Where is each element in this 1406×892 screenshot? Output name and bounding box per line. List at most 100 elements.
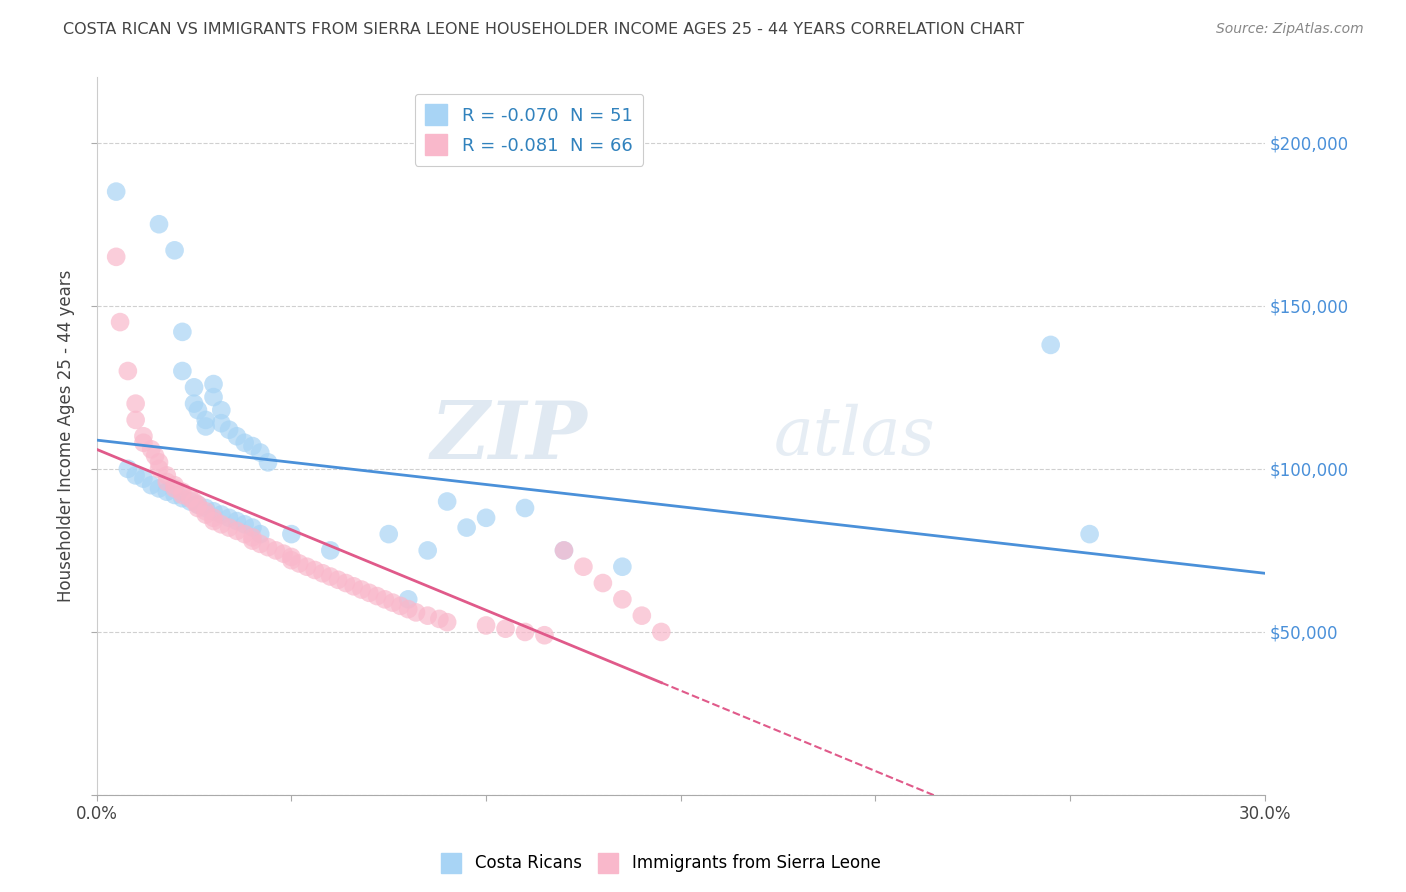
Point (396, 602, 419, 616)
Point (553, 543, 575, 558)
Point (187, 498, 209, 512)
Point (427, 612, 450, 626)
Point (513, 501, 536, 516)
Point (202, 377, 225, 392)
Point (202, 390, 225, 404)
Point (436, 494, 458, 508)
Point (124, 413, 146, 427)
Point (183, 494, 205, 508)
Legend: R = -0.070  N = 51, R = -0.081  N = 66: R = -0.070 N = 51, R = -0.081 N = 66 (415, 94, 643, 166)
Point (183, 397, 205, 411)
Point (209, 517, 232, 532)
Text: ZIP: ZIP (430, 398, 588, 475)
Point (225, 514, 247, 528)
Point (132, 435, 155, 450)
Legend: Costa Ricans, Immigrants from Sierra Leone: Costa Ricans, Immigrants from Sierra Leo… (434, 847, 887, 880)
Point (143, 449, 166, 463)
Point (612, 592, 634, 607)
Point (319, 543, 342, 558)
Point (475, 510, 498, 524)
Point (1039, 338, 1062, 352)
Point (124, 468, 146, 483)
Point (650, 624, 672, 639)
Point (326, 573, 349, 587)
Point (105, 185, 128, 199)
Point (335, 576, 357, 591)
Point (389, 599, 412, 613)
Point (264, 543, 287, 558)
Point (187, 501, 209, 516)
Point (242, 520, 264, 534)
Point (117, 364, 139, 378)
Point (194, 504, 217, 518)
Point (194, 413, 217, 427)
Point (148, 217, 170, 231)
Point (172, 484, 194, 499)
Point (311, 566, 333, 581)
Point (172, 325, 194, 339)
Point (553, 543, 575, 558)
Point (343, 579, 366, 593)
Text: COSTA RICAN VS IMMIGRANTS FROM SIERRA LEONE HOUSEHOLDER INCOME AGES 25 - 44 YEAR: COSTA RICAN VS IMMIGRANTS FROM SIERRA LE… (63, 22, 1025, 37)
Point (209, 403, 232, 417)
Point (257, 540, 280, 554)
Point (179, 494, 201, 508)
Point (630, 608, 652, 623)
Point (187, 403, 209, 417)
Point (202, 510, 225, 524)
Point (202, 514, 225, 528)
Point (132, 429, 155, 443)
Point (108, 315, 131, 329)
Point (148, 462, 170, 476)
Point (288, 557, 311, 571)
Point (280, 553, 302, 567)
Point (163, 478, 186, 492)
Point (141, 478, 163, 492)
Point (172, 364, 194, 378)
Point (209, 416, 232, 430)
Point (381, 596, 404, 610)
Point (117, 462, 139, 476)
Point (280, 527, 302, 541)
Y-axis label: Householder Income Ages 25 - 44 years: Householder Income Ages 25 - 44 years (58, 270, 75, 602)
Point (209, 508, 232, 522)
Point (156, 484, 179, 499)
Point (233, 435, 256, 450)
Point (249, 527, 271, 541)
Point (436, 615, 458, 630)
Point (141, 442, 163, 457)
Point (202, 504, 225, 518)
Point (350, 582, 373, 597)
Point (218, 520, 240, 534)
Point (225, 524, 247, 538)
Point (156, 468, 179, 483)
Point (148, 455, 170, 469)
Point (533, 628, 555, 642)
Point (295, 559, 318, 574)
Point (405, 606, 427, 620)
Point (225, 429, 247, 443)
Point (374, 592, 396, 607)
Point (148, 482, 170, 496)
Point (377, 527, 399, 541)
Point (233, 527, 256, 541)
Point (366, 589, 388, 603)
Text: Source: ZipAtlas.com: Source: ZipAtlas.com (1216, 22, 1364, 37)
Point (456, 520, 478, 534)
Point (183, 380, 205, 394)
Point (132, 472, 155, 486)
Point (172, 488, 194, 502)
Point (218, 423, 240, 437)
Point (416, 608, 439, 623)
Point (172, 491, 194, 506)
Point (163, 488, 186, 502)
Point (242, 530, 264, 544)
Point (194, 419, 217, 434)
Point (513, 624, 536, 639)
Point (233, 517, 256, 532)
Point (124, 397, 146, 411)
Point (280, 549, 302, 564)
Point (179, 491, 201, 506)
Point (194, 508, 217, 522)
Point (612, 559, 634, 574)
